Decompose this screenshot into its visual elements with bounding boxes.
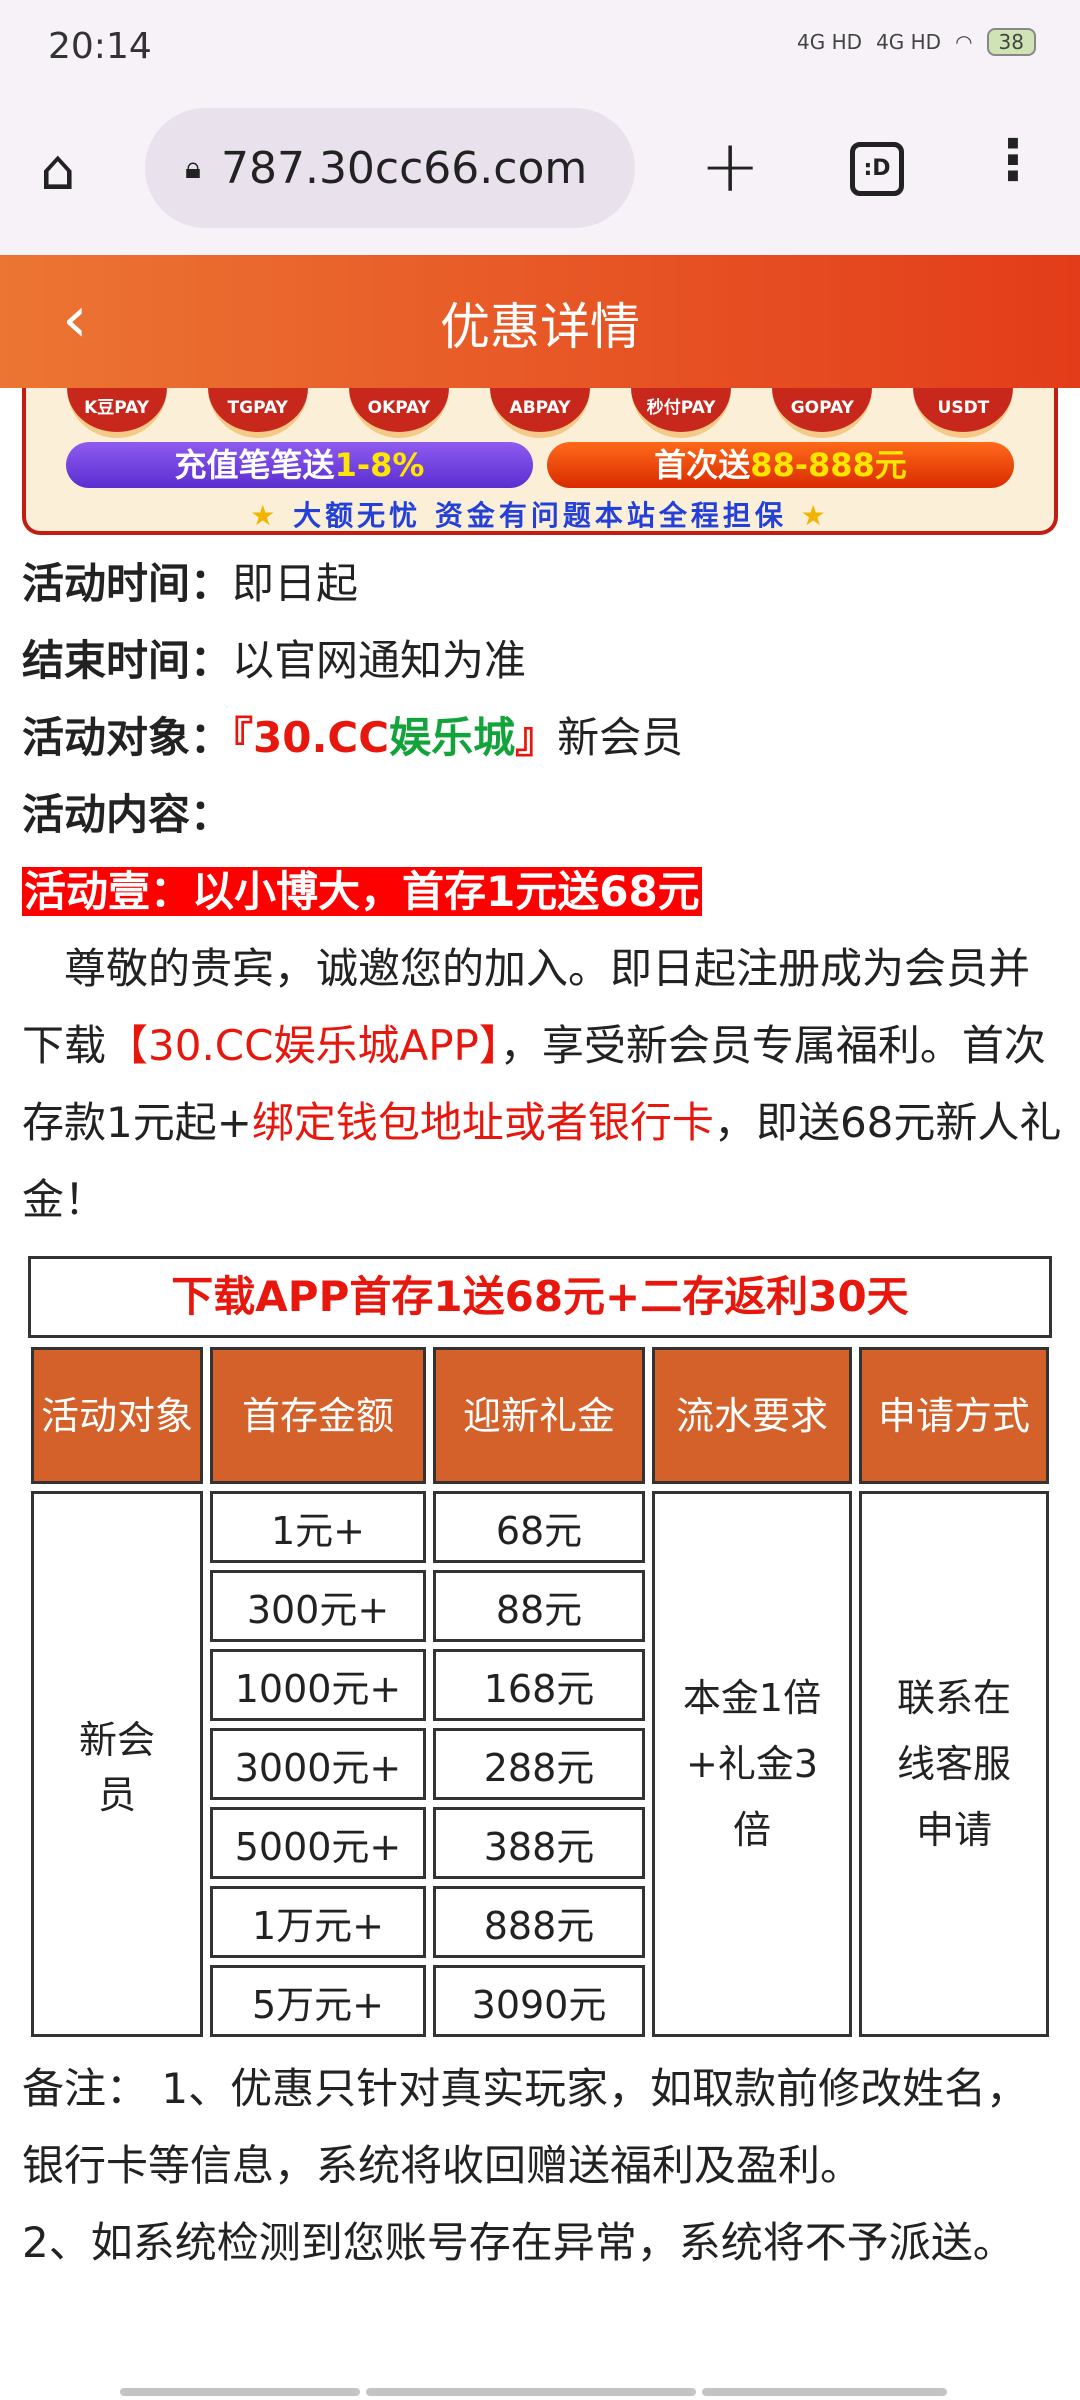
end-label: 结束时间： [22, 636, 233, 685]
table-row: 300元+ 88元 [31, 1570, 1049, 1642]
col-header: 活动对象 [31, 1347, 203, 1484]
end-value: 以官网通知为准 [232, 636, 527, 685]
pay-badge: GOPAY [772, 388, 873, 438]
start-value: 即日起 [232, 559, 359, 608]
bonus-cell: 88元 [433, 1570, 645, 1642]
promo-banner: K豆PAY TGPAY OKPAY ABPAY 秒付PAY GOPAY USDT… [22, 388, 1058, 535]
brand-text: 娱乐城 [389, 713, 516, 762]
first-deposit-pill: 首次送88-888元 [547, 442, 1014, 488]
promo-content: 活动时间：即日起 结束时间：以官网通知为准 活动对象：『30.CC娱乐城』新会员… [22, 545, 1062, 1238]
pill-text: 充值笔笔送 [174, 446, 335, 484]
pay-badge: TGPAY [207, 388, 308, 438]
recharge-bonus-pill: 充值笔笔送1-8% [66, 442, 533, 488]
status-bar: 20:14 4G HD 4G HD ◠ 38 [0, 0, 1080, 90]
bonus-cell: 388元 [433, 1807, 645, 1879]
pay-badge: USDT [913, 388, 1014, 438]
start-label: 活动时间： [22, 559, 233, 608]
target-label: 活动对象： [22, 713, 233, 762]
page-title: 优惠详情 [440, 298, 640, 356]
text: ，即送68元新人礼金！ [22, 1098, 1062, 1224]
table-row: 1000元+ 168元 [31, 1649, 1049, 1721]
deposit-cell: 5万元+ [210, 1965, 426, 2037]
bonus-table: 活动对象 首存金额 迎新礼金 流水要求 申请方式 新会员 1元+ 68元 本金1… [24, 1340, 1056, 2044]
pay-badge: OKPAY [348, 388, 449, 438]
wifi-icon: ◠ [955, 30, 973, 54]
deposit-cell: 3000元+ [210, 1728, 426, 1800]
bonus-cell: 68元 [433, 1491, 645, 1563]
pay-badge: 秒付PAY [631, 388, 732, 438]
signal-icon: 4G HD [797, 30, 863, 54]
bonus-cell: 288元 [433, 1728, 645, 1800]
target-value: 新会员 [557, 713, 684, 762]
col-header: 流水要求 [652, 1347, 852, 1484]
address-bar[interactable]: 🔒︎ 787.30cc66.com [145, 108, 635, 228]
scroll-indicator [120, 2388, 947, 2396]
home-icon[interactable]: ⌂ [40, 138, 76, 203]
guarantee-text: 大额无忧 资金有问题本站全程担保 [293, 499, 787, 532]
pill-value: 1-8% [334, 446, 425, 484]
turnover-cell: 本金1倍+礼金3倍 [652, 1491, 852, 2037]
browser-toolbar: ⌂ 🔒︎ 787.30cc66.com + :D ⋮ [0, 90, 1080, 255]
tab-switcher-button[interactable]: :D [850, 142, 904, 196]
col-header: 申请方式 [859, 1347, 1049, 1484]
new-tab-icon[interactable]: + [700, 124, 761, 208]
star-icon: ★ [250, 499, 280, 532]
text: ，享受新会员专属福利。首次存款1元起+ [22, 1021, 1046, 1147]
note-1: 备注： 1、优惠只针对真实玩家，如取款前修改姓名，银行卡等信息，系统将收回赠送福… [22, 2064, 1029, 2190]
apply-cell: 联系在线客服申请 [859, 1491, 1049, 2037]
promo-heading: 活动壹：以小博大，首存1元送68元 [22, 867, 702, 916]
star-icon: ★ [800, 499, 830, 532]
table-row: 5000元+ 388元 [31, 1807, 1049, 1879]
more-menu-icon[interactable]: ⋮ [985, 128, 1041, 193]
content-label: 活动内容： [22, 790, 233, 839]
table-row: 新会员 1元+ 68元 本金1倍+礼金3倍 联系在线客服申请 [31, 1491, 1049, 2037]
col-header: 首存金额 [210, 1347, 426, 1484]
text: 尊敬的贵宾，诚邀您的加入。即日起注册成为会员并下载 [22, 944, 1031, 1070]
note-2: 2、如系统检测到您账号存在异常，系统将不予派送。 [22, 2218, 1015, 2267]
bonus-cell: 888元 [433, 1886, 645, 1958]
deposit-cell: 1元+ [210, 1491, 426, 1563]
pill-text: 首次送 [654, 446, 751, 484]
signal-icon: 4G HD [876, 30, 942, 54]
deposit-cell: 5000元+ [210, 1807, 426, 1879]
deposit-cell: 1000元+ [210, 1649, 426, 1721]
deposit-cell: 300元+ [210, 1570, 426, 1642]
bind-text: 绑定钱包地址或者银行卡 [251, 1098, 714, 1147]
target-cell: 新会员 [31, 1491, 203, 2037]
clock: 20:14 [48, 26, 152, 67]
pay-badge: K豆PAY [66, 388, 167, 438]
table-row: 1万元+ 888元 [31, 1886, 1049, 1958]
table-row: 5万元+ 3090元 [31, 1965, 1049, 2037]
url-text: 787.30cc66.com [220, 142, 588, 194]
pay-badge: ABPAY [489, 388, 590, 438]
col-header: 迎新礼金 [433, 1347, 645, 1484]
chevron-left-icon[interactable]: ‹ [62, 283, 88, 357]
promo-paragraph: 尊敬的贵宾，诚邀您的加入。即日起注册成为会员并下载【30.CC娱乐城APP】，享… [22, 930, 1062, 1238]
notes: 备注： 1、优惠只针对真实玩家，如取款前修改姓名，银行卡等信息，系统将收回赠送福… [22, 2050, 1062, 2281]
page-header: ‹ 优惠详情 [0, 255, 1080, 388]
app-name: 【30.CC娱乐城APP】 [106, 1021, 500, 1070]
pill-value: 88-888元 [750, 446, 907, 484]
bonus-cell: 3090元 [433, 1965, 645, 2037]
brand-text: 『30.CC [232, 713, 390, 762]
table-title: 下载APP首存1送68元+二存返利30天 [28, 1256, 1052, 1338]
brand-text: 』 [515, 713, 558, 762]
bonus-cell: 168元 [433, 1649, 645, 1721]
table-row: 3000元+ 288元 [31, 1728, 1049, 1800]
deposit-cell: 1万元+ [210, 1886, 426, 1958]
lock-icon: 🔒︎ [185, 150, 201, 186]
battery-icon: 38 [986, 28, 1036, 56]
